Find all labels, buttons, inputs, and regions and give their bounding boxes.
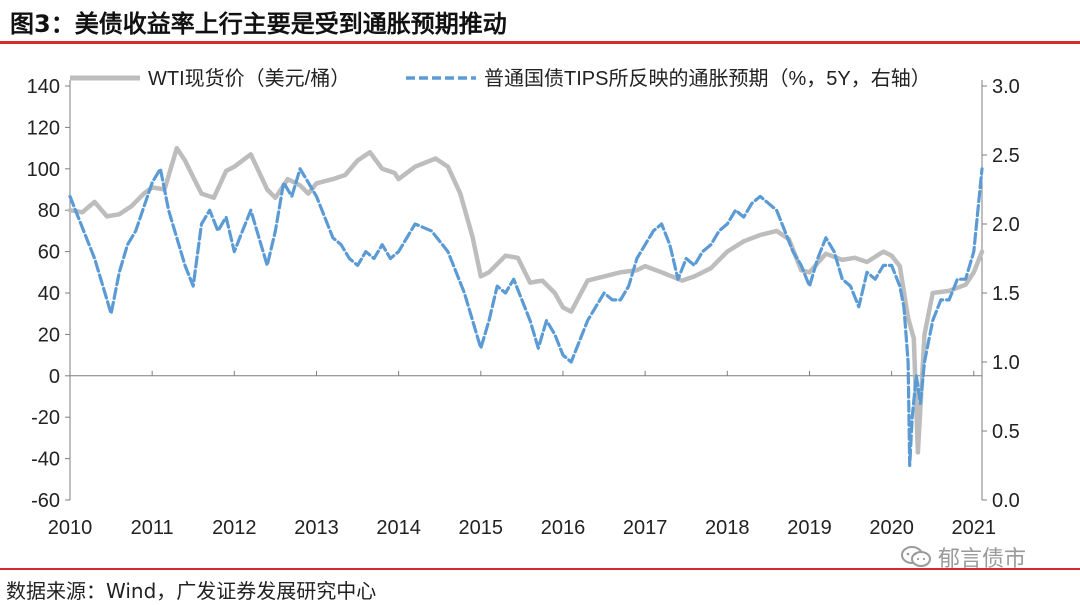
y-left-tick-label: 20 — [38, 324, 60, 346]
tips-line — [68, 167, 984, 468]
x-tick-label: 2020 — [869, 517, 914, 539]
y-right-tick-label: 2.5 — [992, 145, 1020, 167]
legend-label-wti: WTI现货价（美元/桶） — [148, 67, 350, 90]
series-layer — [67, 145, 985, 468]
x-tick-label: 2013 — [294, 517, 339, 539]
axes: 140 120 100 80 60 40 20 0 -20 -40 -60 3.0 2.5 2.0 1.5 1… — [27, 76, 1020, 539]
y-right-tick-label: 0.0 — [992, 490, 1020, 512]
x-tick-label: 2014 — [376, 517, 421, 539]
y-right-tick-label: 1.0 — [992, 352, 1020, 374]
chart-svg: 140 120 100 80 60 40 20 0 -20 -40 -60 3.0 2.5 2.0 1.5 1… — [27, 67, 1020, 539]
y-left-tick-label: -60 — [31, 490, 60, 512]
legend-label-tips: 普通国债TIPS所反映的通胀预期（%，5Y，右轴） — [484, 67, 931, 90]
wechat-icon — [901, 546, 931, 567]
x-tick-label: 2012 — [212, 517, 257, 539]
x-tick-label: 2010 — [48, 517, 93, 539]
x-tick-label: 2018 — [705, 517, 750, 539]
legend: WTI现货价（美元/桶） 普通国债TIPS所反映的通胀预期（%，5Y，右轴） — [70, 67, 931, 90]
y-left-tick-label: 0 — [49, 366, 60, 388]
y-left-tick-label: 40 — [38, 283, 60, 305]
x-tick-label: 2015 — [459, 517, 504, 539]
y-left-tick-label: 100 — [27, 159, 60, 181]
y-right-tick-label: 1.5 — [992, 283, 1020, 305]
data-source: 数据来源：Wind，广发证券发展研究中心 — [6, 579, 377, 603]
y-left-tick-label: 140 — [27, 76, 60, 98]
x-tick-label: 2011 — [131, 517, 174, 539]
source-divider — [0, 568, 1080, 570]
y-right-tick-label: 3.0 — [992, 76, 1020, 98]
x-tick-label: 2021 — [952, 517, 997, 539]
watermark: 郁言债市 — [900, 541, 1026, 573]
y-left-tick-label: -40 — [31, 449, 60, 471]
x-tick-label: 2017 — [623, 517, 668, 539]
watermark-text: 郁言债市 — [938, 547, 1027, 572]
y-right-tick-label: 2.0 — [992, 214, 1020, 236]
y-left-tick-label: 80 — [38, 200, 60, 222]
y-left-tick-label: 120 — [27, 117, 60, 139]
y-left-tick-label: 60 — [38, 242, 60, 264]
y-right-tick-label: 0.5 — [992, 421, 1020, 443]
x-tick-label: 2019 — [787, 517, 832, 539]
y-left-tick-label: -20 — [31, 407, 60, 429]
wti-line — [67, 145, 985, 455]
title-bar: 图3：美债收益率上行主要是受到通胀预期推动 — [0, 0, 1080, 44]
x-tick-label: 2016 — [541, 517, 586, 539]
chart-title: 图3：美债收益率上行主要是受到通胀预期推动 — [10, 10, 507, 38]
